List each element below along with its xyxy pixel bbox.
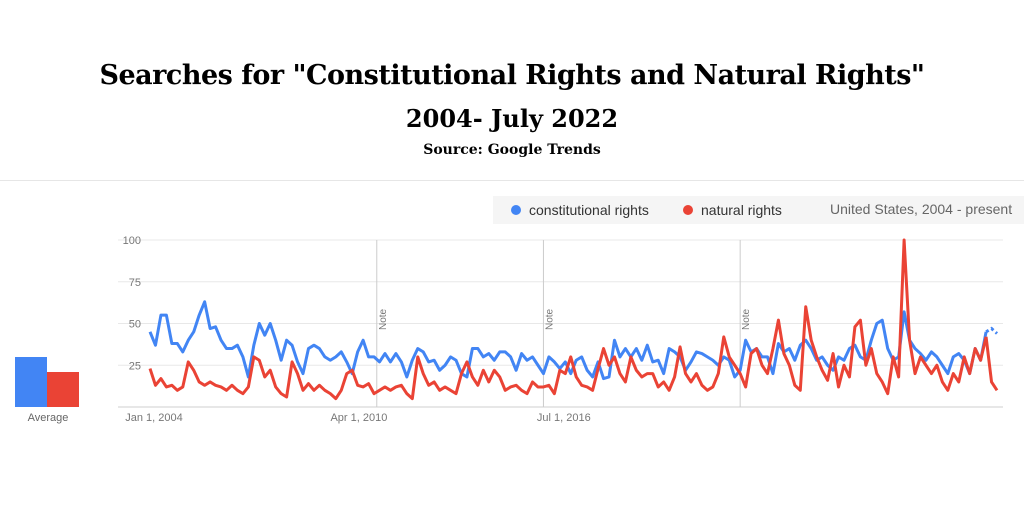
series-line (148, 238, 988, 401)
series-line-partial (985, 326, 999, 335)
legend-label-natural[interactable]: natural rights (701, 202, 782, 218)
average-label: Average (27, 412, 69, 424)
region-label: United States, 2004 - present (830, 201, 1013, 217)
x-tick-label: Jan 1, 2004 (125, 412, 183, 424)
source-label: Source: Google Trends (423, 142, 601, 158)
y-tick-label: 50 (129, 319, 141, 331)
series-line-partial (984, 336, 999, 392)
average-bar-natural[interactable] (47, 371, 79, 407)
note-label: Note (544, 308, 555, 330)
x-tick-label: Jul 1, 2016 (537, 412, 591, 424)
legend-dot-natural (683, 205, 693, 215)
note-label: Note (741, 308, 752, 330)
average-bar-constitutional[interactable] (15, 356, 47, 407)
legend-label-constitutional[interactable]: constitutional rights (529, 202, 649, 218)
note-label: Note (378, 308, 389, 330)
x-tick-label: Apr 1, 2010 (330, 412, 387, 424)
legend: constitutional rights natural rights Uni… (493, 196, 1024, 224)
divider (0, 180, 1024, 181)
chart-title: Searches for "Constitutional Rights and … (99, 60, 925, 91)
y-tick-label: 100 (123, 235, 141, 247)
y-tick-label: 75 (129, 277, 141, 289)
y-tick-label: 25 (129, 360, 141, 372)
legend-dot-constitutional (511, 205, 521, 215)
chart-subtitle: 2004- July 2022 (405, 104, 619, 133)
